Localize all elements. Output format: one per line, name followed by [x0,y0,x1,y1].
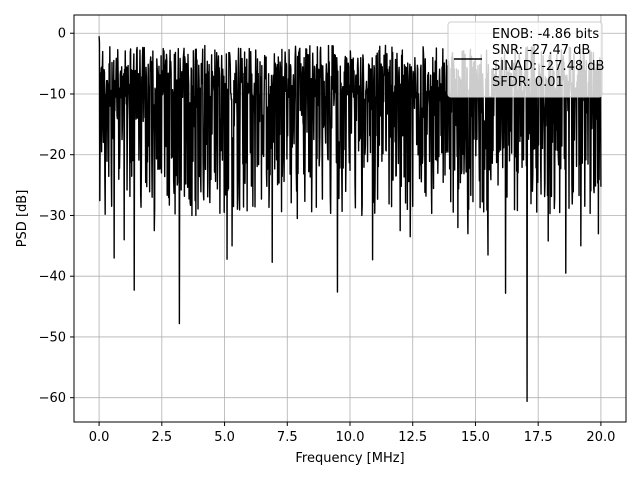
x-tick-label: 12.5 [398,430,427,445]
legend-sfdr: SFDR: 0.01 [492,75,564,90]
x-axis-label: Frequency [MHz] [295,451,404,466]
x-tick-label: 2.5 [151,430,172,445]
y-tick-label: −50 [39,330,66,345]
x-tick-label: 20.0 [586,430,615,445]
x-tick-label: 10.0 [336,430,365,445]
y-tick-label: −10 [39,87,66,102]
legend-enob: ENOB: -4.86 bits [492,27,599,42]
x-tick-label: 17.5 [524,430,553,445]
x-tick-label: 15.0 [461,430,490,445]
y-tick-label: 0 [58,27,66,42]
legend-sinad: SINAD: -27.48 dB [492,59,604,74]
axis-ticks: 0.0 2.5 5.0 7.5 10.0 12.5 15.0 17.5 20.0 0 −10 −20 −… [39,27,616,445]
x-tick-label: 0.0 [89,430,110,445]
psd-series [98,36,602,403]
y-tick-label: −20 [39,148,66,163]
y-tick-label: −40 [39,270,66,285]
y-tick-label: −60 [39,391,66,406]
y-axis-label: PSD [dB] [15,190,30,248]
psd-trace-line [98,36,602,403]
legend: ENOB: -4.86 bits SNR: -27.47 dB SINAD: -… [447,21,604,98]
x-tick-label: 7.5 [277,430,298,445]
x-tick-label: 5.0 [214,430,235,445]
y-tick-label: −30 [39,209,66,224]
legend-snr: SNR: -27.47 dB [492,43,590,58]
legend-box [447,21,603,98]
